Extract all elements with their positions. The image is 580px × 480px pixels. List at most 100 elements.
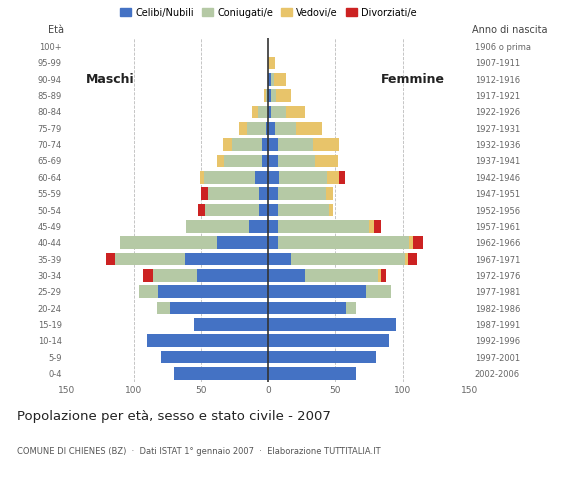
Bar <box>346 302 356 314</box>
Bar <box>278 155 316 168</box>
Bar <box>405 252 408 265</box>
Bar <box>268 204 278 216</box>
Bar <box>186 220 249 233</box>
Bar <box>262 155 268 168</box>
Bar <box>201 187 208 200</box>
Bar <box>278 138 313 151</box>
Bar <box>268 122 275 135</box>
Bar <box>339 171 345 184</box>
Bar <box>271 73 274 85</box>
Bar <box>264 89 266 102</box>
Bar <box>143 269 153 282</box>
Bar <box>268 155 278 168</box>
Bar <box>258 106 268 118</box>
Bar <box>252 106 258 118</box>
Bar <box>327 171 339 184</box>
Bar <box>262 138 268 151</box>
Bar <box>326 187 333 200</box>
Bar <box>268 285 367 298</box>
Bar <box>268 73 271 85</box>
Text: Età: Età <box>48 25 64 35</box>
Bar <box>268 106 271 118</box>
Bar <box>408 252 418 265</box>
Bar <box>268 187 278 200</box>
Bar <box>217 236 268 249</box>
Bar <box>205 204 259 216</box>
Bar <box>174 367 268 380</box>
Bar <box>271 106 286 118</box>
Bar <box>291 252 405 265</box>
Text: Anno di nascita: Anno di nascita <box>473 25 548 35</box>
Bar <box>268 367 356 380</box>
Bar <box>268 252 291 265</box>
Bar <box>378 269 381 282</box>
Text: Popolazione per età, sesso e stato civile - 2007: Popolazione per età, sesso e stato civil… <box>17 410 331 423</box>
Bar <box>255 171 268 184</box>
Bar <box>232 138 262 151</box>
Bar <box>313 138 339 151</box>
Bar <box>198 204 205 216</box>
Bar <box>121 236 217 249</box>
Bar <box>268 318 396 331</box>
Bar <box>276 89 291 102</box>
Bar <box>409 236 414 249</box>
Bar <box>268 302 346 314</box>
Bar <box>147 335 268 347</box>
Bar <box>274 73 286 85</box>
Bar <box>268 335 389 347</box>
Bar <box>268 269 305 282</box>
Bar <box>278 187 326 200</box>
Bar <box>204 171 255 184</box>
Bar <box>249 220 268 233</box>
Bar <box>185 252 268 265</box>
Bar <box>246 122 266 135</box>
Bar <box>271 89 276 102</box>
Bar <box>381 269 386 282</box>
Bar <box>139 285 158 298</box>
Legend: Celibi/Nubili, Coniugati/e, Vedovi/e, Divorziati/e: Celibi/Nubili, Coniugati/e, Vedovi/e, Di… <box>115 4 421 22</box>
Bar <box>266 89 268 102</box>
Text: Maschi: Maschi <box>85 73 134 86</box>
Bar <box>170 302 268 314</box>
Bar <box>217 155 224 168</box>
Bar <box>259 204 268 216</box>
Bar <box>369 220 375 233</box>
Bar <box>223 138 232 151</box>
Bar <box>268 236 278 249</box>
Bar <box>259 187 268 200</box>
Bar <box>414 236 423 249</box>
Bar <box>279 171 327 184</box>
Bar <box>224 155 262 168</box>
Bar <box>200 171 204 184</box>
Bar <box>316 155 338 168</box>
Bar <box>375 220 381 233</box>
Bar <box>296 122 322 135</box>
Bar <box>268 351 376 363</box>
Bar <box>158 285 268 298</box>
Bar <box>329 204 333 216</box>
Bar <box>157 302 170 314</box>
Bar <box>278 220 369 233</box>
Bar <box>278 236 409 249</box>
Bar <box>266 122 268 135</box>
Bar <box>197 269 268 282</box>
Bar <box>275 122 296 135</box>
Bar <box>268 89 271 102</box>
Bar <box>268 171 279 184</box>
Bar <box>161 351 268 363</box>
Bar <box>106 252 115 265</box>
Bar <box>268 138 278 151</box>
Bar <box>153 269 197 282</box>
Text: COMUNE DI CHIENES (BZ)  ·  Dati ISTAT 1° gennaio 2007  ·  Elaborazione TUTTITALI: COMUNE DI CHIENES (BZ) · Dati ISTAT 1° g… <box>17 446 381 456</box>
Text: Femmine: Femmine <box>382 73 445 86</box>
Bar <box>278 204 329 216</box>
Bar <box>239 122 246 135</box>
Bar <box>208 187 259 200</box>
Bar <box>367 285 390 298</box>
Bar <box>194 318 268 331</box>
Bar <box>115 252 185 265</box>
Bar <box>268 57 275 69</box>
Bar <box>268 220 278 233</box>
Bar <box>286 106 304 118</box>
Bar <box>304 269 378 282</box>
